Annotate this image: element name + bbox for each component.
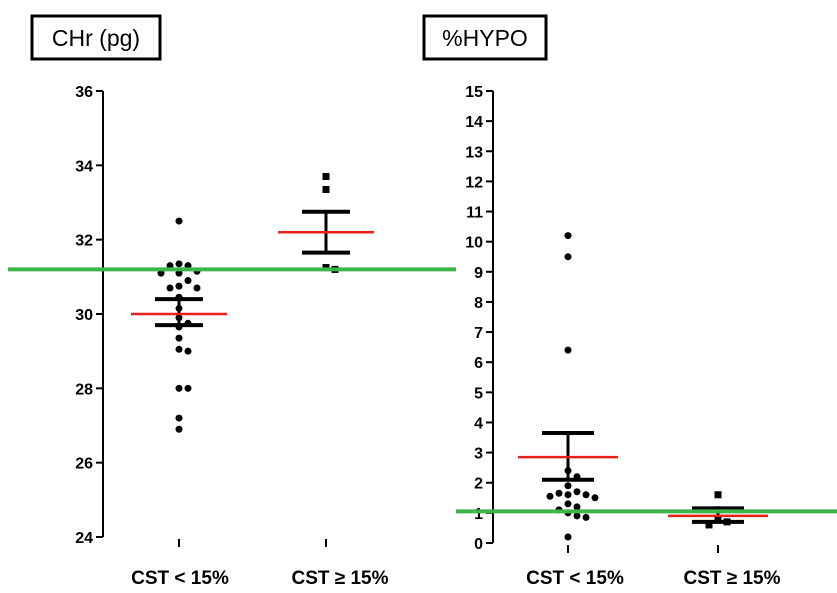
chr-x-label-1: CST ≥ 15% [291, 568, 388, 589]
hypo-y-tick-label: 1 [474, 506, 483, 523]
hypo-y-tick-label: 9 [474, 265, 483, 282]
hypo-y-tick-label: 14 [465, 114, 483, 131]
chr-point [175, 384, 183, 392]
hypo-y-tick-label: 0 [474, 536, 483, 553]
chr-point [175, 217, 183, 225]
hypo-y-tick-label: 4 [474, 415, 483, 432]
chr-y-tick-label: 34 [75, 158, 93, 175]
hypo-x-label-1: CST ≥ 15% [683, 568, 780, 589]
hypo-point [564, 533, 572, 541]
hypo-point [582, 513, 590, 521]
hypo-point [573, 503, 581, 511]
chr-point [175, 414, 183, 422]
chr-point [184, 277, 192, 285]
chr-point [193, 284, 201, 292]
hypo-point [582, 491, 590, 499]
chr-point [175, 282, 183, 290]
hypo-y-tick-label: 2 [474, 476, 483, 493]
chr-point [175, 260, 183, 268]
hypo-point [564, 253, 572, 261]
chr-point [166, 284, 174, 292]
chr-title-box [30, 14, 162, 61]
hypo-point [591, 494, 599, 502]
hypo-point [714, 491, 722, 499]
chr-point [175, 334, 183, 342]
hypo-y-tick-label: 15 [465, 84, 483, 101]
chr-panel: CHr (pg) CST < 15% CST ≥ 15% 24 26 28 30 32 3… [8, 14, 456, 589]
hypo-point [564, 491, 572, 499]
chr-y-tick-label: 32 [75, 233, 93, 250]
chr-point [322, 185, 330, 193]
hypo-point [573, 512, 581, 520]
hypo-panel: %HYPO CST < 15% CST ≥ 15% 01234567891011… [422, 14, 837, 589]
hypo-point [564, 500, 572, 508]
chr-y-tick-label: 24 [75, 530, 93, 547]
hypo-y-tick-label: 3 [474, 446, 483, 463]
hypo-y-tick-label: 13 [465, 144, 483, 161]
hypo-y-tick-label: 6 [474, 355, 483, 372]
chr-y-tick-label: 36 [75, 84, 93, 101]
chr-title: CHr (pg) [52, 25, 140, 51]
chr-y-tick-label: 26 [75, 456, 93, 473]
chr-point [322, 172, 330, 180]
hypo-point [564, 232, 572, 240]
chr-x-label-0: CST < 15% [131, 568, 229, 589]
chr-point [184, 347, 192, 355]
chr-point [175, 425, 183, 433]
hypo-y-tick-label: 7 [474, 325, 483, 342]
chr-point [175, 345, 183, 353]
hypo-y-tick-label: 12 [465, 174, 483, 191]
hypo-title-box [422, 14, 548, 61]
hypo-point [564, 482, 572, 490]
hypo-y-tick-label: 10 [465, 235, 483, 252]
hypo-title: %HYPO [442, 25, 528, 51]
hypo-point [555, 489, 563, 497]
hypo-point [573, 488, 581, 496]
hypo-y-tick-label: 8 [474, 295, 483, 312]
hypo-point [564, 346, 572, 354]
chr-point [184, 384, 192, 392]
hypo-y-tick-label: 11 [466, 205, 483, 222]
chr-y-tick-label: 30 [75, 307, 93, 324]
hypo-point [546, 492, 554, 500]
hypo-x-label-0: CST < 15% [526, 568, 624, 589]
hypo-y-tick-label: 5 [474, 385, 483, 402]
chr-y-tick-label: 28 [75, 381, 93, 398]
hypo-point [705, 521, 713, 529]
